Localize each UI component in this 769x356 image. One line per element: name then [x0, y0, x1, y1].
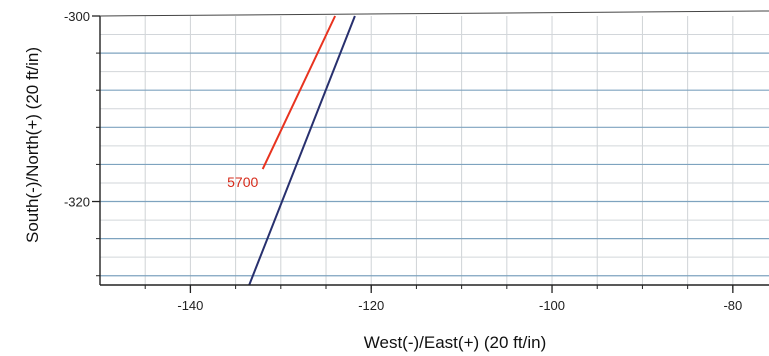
- y-tick-label: -320: [64, 195, 90, 210]
- y-tick-label: -300: [64, 9, 90, 24]
- annotations: 5700: [227, 174, 258, 190]
- x-tick-label: -80: [723, 298, 742, 313]
- x-axis-title: West(-)/East(+) (20 ft/in): [364, 333, 546, 352]
- series-line-1: [261, 15, 337, 170]
- x-tick-label: -100: [539, 298, 565, 313]
- annotation-label: 5700: [227, 174, 258, 190]
- x-tick-label: -140: [177, 298, 203, 313]
- grid: [100, 16, 769, 285]
- series-line-2: [248, 15, 356, 286]
- y-axis-title: South(-)/North(+) (20 ft/in): [23, 47, 42, 243]
- axes: -140 -120 -100 -80 -300 -320: [64, 9, 769, 313]
- top-frame-line: [99, 10, 769, 17]
- series-layer: [248, 15, 356, 286]
- x-tick-label: -120: [358, 298, 384, 313]
